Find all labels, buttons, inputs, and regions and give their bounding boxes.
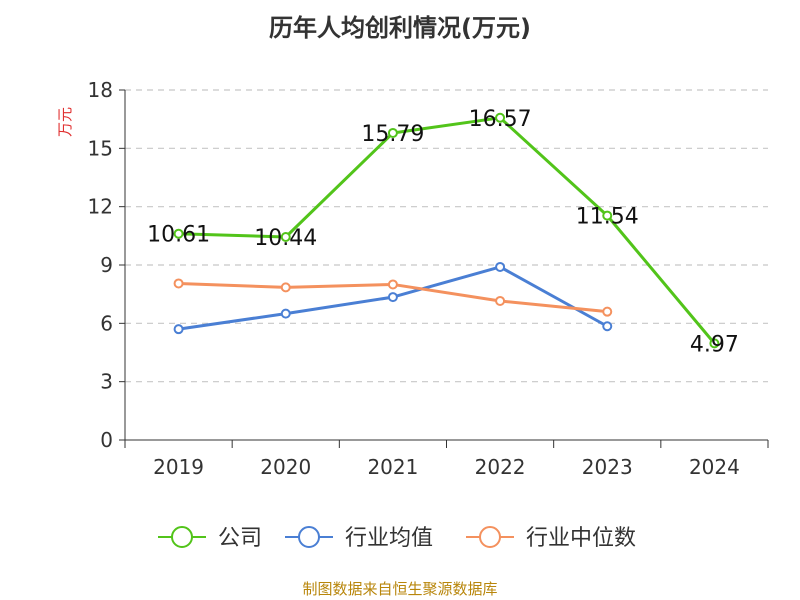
data-label: 11.54	[576, 205, 639, 230]
data-label: 4.97	[690, 332, 739, 357]
data-labels: 10.61 10.44 15.79 16.57 11.54 4.97	[147, 107, 739, 358]
data-point	[280, 282, 291, 293]
data-point	[280, 232, 291, 242]
y-tick-label: 6	[100, 311, 113, 335]
legend-label: 行业均值	[345, 526, 433, 551]
y-axis-label: 万元	[56, 107, 74, 137]
x-tick-label: 2019	[153, 455, 204, 479]
x-tick-label: 2022	[475, 455, 526, 479]
data-point	[387, 292, 398, 303]
data-point	[495, 261, 506, 272]
x-tick-label: 2024	[689, 455, 740, 479]
y-tick-label: 18	[88, 78, 113, 102]
data-point	[280, 308, 291, 319]
legend-marker	[171, 526, 193, 548]
data-point	[387, 127, 398, 138]
data-point	[709, 338, 720, 349]
data-point	[495, 295, 506, 306]
y-tick-label: 3	[100, 370, 113, 394]
data-label: 10.61	[147, 223, 210, 248]
x-tick-label: 2021	[367, 455, 418, 479]
data-label: 10.44	[254, 226, 317, 251]
x-tick-label: 2020	[260, 455, 311, 479]
legend-marker	[298, 526, 320, 548]
y-tick-label: 9	[100, 253, 113, 277]
data-point	[387, 279, 398, 290]
legend-label: 公司	[218, 526, 262, 551]
y-tick-label: 0	[100, 428, 113, 452]
data-point	[173, 278, 184, 289]
axes: 0 3 6 9 12 15 18 2019 2020 2021 2022 2023 2024 万元	[56, 78, 769, 479]
y-tick-label: 12	[88, 195, 113, 219]
legend: 公司 行业均值 行业中位数	[158, 526, 636, 551]
x-tick-label: 2023	[582, 455, 633, 479]
y-tick-label: 15	[88, 136, 113, 160]
series-line	[178, 116, 716, 345]
data-point	[495, 112, 506, 123]
legend-label: 行业中位数	[526, 526, 636, 551]
series-points	[173, 112, 720, 349]
data-point	[602, 210, 613, 221]
data-point	[173, 228, 184, 239]
legend-marker	[479, 526, 501, 548]
data-point	[602, 306, 613, 317]
data-label: 16.57	[469, 107, 532, 132]
grid-lines	[125, 89, 768, 383]
chart-title: 历年人均创利情况(万元)	[269, 14, 531, 42]
data-label: 15.79	[361, 122, 424, 147]
data-point	[173, 324, 184, 335]
data-point	[602, 321, 613, 332]
source-note: 制图数据来自恒生聚源数据库	[302, 580, 498, 598]
